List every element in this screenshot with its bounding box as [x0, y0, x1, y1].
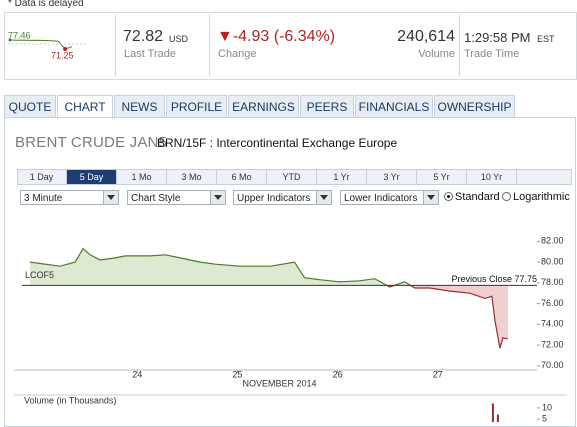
range-button[interactable]: 10 Yr [467, 170, 517, 184]
volume-title: Volume (in Thousands) [24, 395, 116, 405]
sparkline-low-label: 71.25 [51, 50, 74, 60]
dropdown-label: Chart Style [131, 193, 181, 204]
trade-time-label: Trade Time [464, 48, 520, 60]
last-trade-label: Last Trade [124, 48, 176, 60]
range-button[interactable]: 5 Day [67, 170, 117, 184]
dropdown-label: Lower Indicators [344, 193, 418, 204]
volume-value: 240,614 [397, 28, 455, 45]
dropdown-label: Upper Indicators [237, 193, 311, 204]
time-zone: EST [537, 34, 555, 44]
dropdown-arrow [103, 191, 118, 204]
price-area [30, 248, 508, 286]
divider [209, 14, 210, 76]
radio-label: Logarithmic [513, 191, 570, 203]
dropdown[interactable]: Lower Indicators [340, 190, 439, 205]
delay-notice: * Data is delayed [8, 0, 84, 9]
x-tick-label: 25 [232, 369, 242, 379]
range-button[interactable]: 6 Mo [217, 170, 267, 184]
dropdown-arrow [423, 191, 438, 204]
tab[interactable]: PEERS [300, 95, 354, 117]
instrument-subtitle: BRN/15F : Intercontinental Exchange Euro… [157, 136, 398, 150]
tab[interactable]: NEWS [114, 95, 165, 117]
y-tick-label: 70.00 [541, 360, 564, 370]
range-button[interactable]: 5 Yr [417, 170, 467, 184]
range-button[interactable]: 1 Day [17, 170, 67, 184]
price-line [385, 285, 509, 349]
y-tick-label: 76.00 [541, 298, 564, 308]
tab[interactable]: FINANCIALS [355, 95, 433, 117]
y-tick-label: 10 [542, 402, 552, 412]
volume-bar [491, 403, 494, 422]
radio-label: Standard [455, 191, 500, 203]
price-area [386, 285, 508, 349]
x-axis-label: NOVEMBER 2014 [242, 378, 316, 388]
range-button[interactable]: 3 Yr [367, 170, 417, 184]
y-tick-label: 78.00 [541, 277, 564, 287]
x-tick-label: 26 [333, 369, 343, 379]
change-value: ▼-4.93 (-6.34%) [217, 28, 336, 45]
y-tick-label: 5 [542, 413, 547, 422]
tab[interactable]: QUOTE [4, 95, 56, 117]
divider [115, 14, 116, 76]
dropdown-label: 3 Minute [24, 193, 63, 204]
dropdown-arrow [210, 191, 225, 204]
dropdown-arrow [316, 191, 331, 204]
divider [459, 14, 460, 76]
range-button[interactable]: YTD [267, 170, 317, 184]
last-trade-price: 72.82 [123, 28, 164, 45]
sparkline-low [63, 47, 68, 51]
dropdown[interactable]: Chart Style [127, 190, 226, 205]
radio-button[interactable] [502, 192, 511, 201]
sparkline-high-label: 77.46 [8, 30, 31, 40]
tab[interactable]: OWNERSHIP [434, 95, 515, 117]
sparkline [9, 39, 73, 50]
range-button[interactable]: 1 Mo [117, 170, 167, 184]
trade-time: 1:29:58 PM [464, 30, 531, 45]
x-tick-label: 27 [433, 369, 443, 379]
y-tick-label: 80.00 [541, 256, 564, 266]
y-tick-label: 74.00 [541, 319, 564, 329]
reference-label: Previous Close 77.75 [451, 274, 537, 284]
range-button[interactable]: 3 Mo [167, 170, 217, 184]
range-button[interactable]: 1 Yr [317, 170, 367, 184]
volume-bar [496, 414, 499, 422]
x-tick-label: 24 [132, 369, 142, 379]
tab[interactable]: EARNINGS [228, 95, 299, 117]
dropdown[interactable]: Upper Indicators [233, 190, 332, 205]
instrument-title: BRENT CRUDE JAN5 [15, 134, 168, 151]
price-line [29, 247, 412, 286]
volume-label: Volume [418, 48, 455, 60]
currency: USD [169, 34, 189, 44]
y-tick-label: 72.00 [541, 339, 564, 349]
radio-button[interactable] [444, 192, 453, 201]
range-bar [17, 169, 572, 185]
y-tick-label: 82.00 [541, 236, 564, 246]
tab[interactable]: PROFILE [166, 95, 227, 117]
change-label: Change [218, 48, 257, 60]
series-label: LCOF5 [25, 270, 54, 280]
tab[interactable]: CHART [57, 95, 113, 119]
dropdown[interactable]: 3 Minute [20, 190, 119, 205]
sparkline-high [8, 38, 12, 42]
